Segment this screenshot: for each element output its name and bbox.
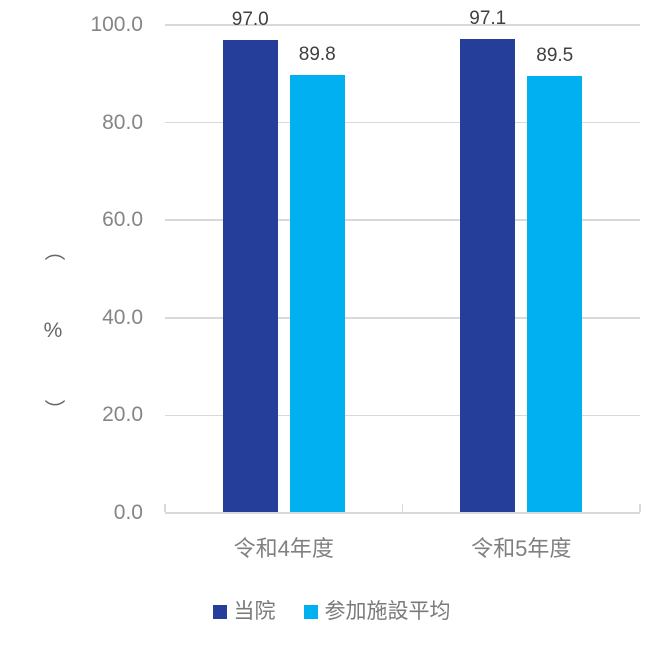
gridline: [165, 219, 640, 221]
gridline: [165, 24, 640, 26]
x-axis-tick: [639, 504, 641, 512]
y-axis-tick-label: 80.0: [102, 110, 143, 134]
y-axis-title: （ % ）: [30, 240, 76, 420]
y-axis-title-open-paren: （: [41, 240, 65, 261]
legend-label: 当院: [233, 600, 276, 623]
legend-label: 参加施設平均: [324, 600, 451, 623]
gridline: [165, 121, 640, 124]
gridline: [165, 317, 640, 319]
y-axis-tick-label: 20.0: [102, 403, 143, 427]
y-axis-title-percent: %: [43, 318, 63, 342]
bar-series-1-category-2: [460, 39, 516, 513]
bar-value-label: 97.0: [231, 8, 269, 30]
y-axis-tick-label: 100.0: [90, 13, 143, 36]
y-axis-tick-label: 60.0: [102, 208, 143, 232]
bar-value-label: 97.1: [469, 8, 507, 30]
gridline: [165, 414, 640, 417]
x-category-label: 令和4年度: [233, 536, 334, 561]
legend: 当院 参加施設平均: [0, 600, 663, 624]
bar-value-label: 89.8: [298, 43, 336, 65]
legend-item-1: 当院: [212, 600, 276, 624]
legend-item-2: 参加施設平均: [303, 600, 451, 624]
legend-marker-icon: [303, 605, 318, 619]
x-axis-line: [165, 512, 640, 514]
bar-series-2-category-1: [289, 74, 345, 513]
x-axis-tick: [401, 504, 404, 512]
bar-series-1-category-1: [222, 39, 278, 513]
y-axis-tick-label: 40.0: [102, 305, 143, 329]
bar-series-2-category-2: [527, 76, 583, 513]
x-category-label: 令和5年度: [471, 536, 572, 561]
bar-value-label: 89.5: [536, 45, 574, 67]
y-axis-tick-label: 0.0: [113, 501, 143, 524]
x-axis-tick: [164, 504, 166, 512]
legend-marker-icon: [212, 605, 227, 619]
